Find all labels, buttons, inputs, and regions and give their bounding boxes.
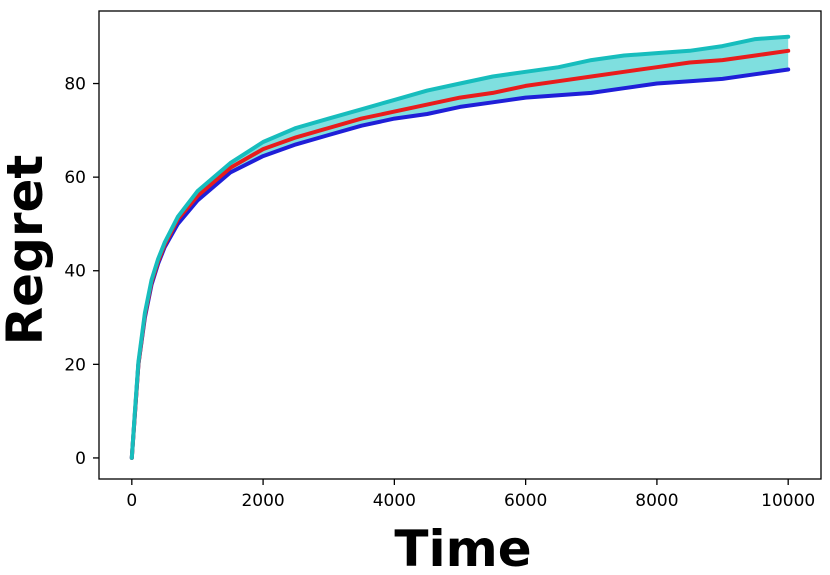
y-axis-label: Regret [0,155,54,346]
x-tick-label: 8000 [635,491,678,511]
band-layer [131,36,789,458]
x-axis-ticks: 0 2000 4000 6000 8000 10000 [126,479,815,511]
confidence-band [131,36,789,458]
x-axis-label: Time [394,520,531,575]
x-tick-label: 6000 [504,491,547,511]
y-tick-label: 20 [64,355,86,375]
y-axis-ticks: 0 20 40 60 80 [64,75,99,469]
y-tick-label: 0 [75,449,86,469]
y-tick-label: 40 [64,262,86,282]
y-tick-label: 80 [64,75,86,95]
x-tick-label: 4000 [373,491,416,511]
y-tick-label: 60 [64,168,86,188]
series-line-2 [129,34,791,460]
x-tick-label: 10000 [761,491,815,511]
plot-frame [98,10,822,480]
x-tick-label: 2000 [241,491,284,511]
x-tick-label: 0 [126,491,137,511]
series-layer [129,34,791,460]
